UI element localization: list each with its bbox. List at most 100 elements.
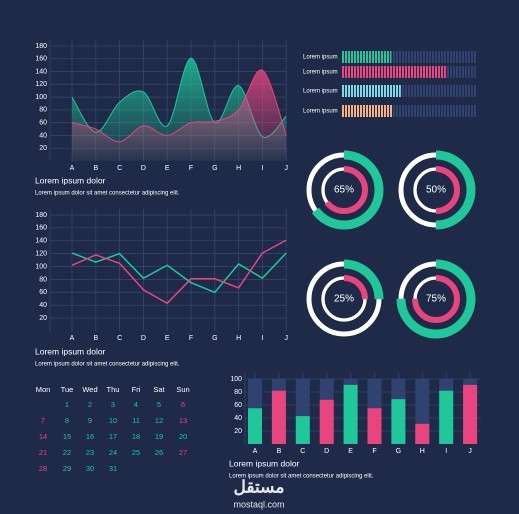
y-tick-label: 100 xyxy=(35,94,47,101)
calendar-date: 31 xyxy=(109,464,117,473)
calendar-date: 27 xyxy=(179,448,187,457)
calendar-date: 7 xyxy=(41,416,45,425)
bar-stripes xyxy=(341,85,477,97)
y-tick-label: 140 xyxy=(35,238,47,245)
calendar-date: 9 xyxy=(88,416,92,425)
chart-subtitle: Lorem ipsum dolor sit amet consectetur a… xyxy=(35,191,180,197)
calendar-date: 22 xyxy=(63,448,71,457)
x-tick-label: C xyxy=(300,448,305,455)
bar xyxy=(319,399,334,444)
x-tick-label: F xyxy=(189,165,193,172)
bar xyxy=(248,408,262,444)
x-tick-label: B xyxy=(93,165,98,172)
calendar-day: Fri xyxy=(132,385,141,394)
y-tick-label: 180 xyxy=(35,212,47,219)
bar-label: Lorem ipsum xyxy=(303,55,338,61)
y-tick-label: 160 xyxy=(35,225,47,232)
donut-label: 65% xyxy=(334,185,354,196)
y-tick-label: 60 xyxy=(234,402,242,409)
y-tick-label: 120 xyxy=(35,251,47,258)
calendar-date: 4 xyxy=(134,400,138,409)
donut-inner xyxy=(320,166,368,214)
y-tick-label: 80 xyxy=(39,107,47,114)
x-tick-label: H xyxy=(420,448,425,455)
donut-outer xyxy=(304,150,384,230)
bar-stripes xyxy=(341,66,477,78)
bar-label: Lorem ipsum xyxy=(303,70,338,76)
calendar-date: 11 xyxy=(132,416,140,425)
y-tick-label: 40 xyxy=(234,415,242,422)
chart-title: Lorem ipsum dolor xyxy=(229,458,300,468)
donut-inner xyxy=(412,166,460,214)
calendar-day: Wed xyxy=(82,385,97,394)
area-line xyxy=(71,69,287,143)
chart-title: Lorem ipsum dolor xyxy=(35,346,106,356)
bar xyxy=(391,399,406,444)
donut-inner xyxy=(320,275,368,323)
bar-label: Lorem ipsum xyxy=(303,89,338,95)
y-tick-label: 100 xyxy=(230,376,242,383)
x-tick-label: E xyxy=(165,335,170,342)
calendar-date: 2 xyxy=(88,400,92,409)
y-tick-label: 20 xyxy=(39,315,47,322)
calendar-date: 18 xyxy=(132,432,140,441)
calendar-day: Thu xyxy=(107,385,120,394)
y-tick-label: 40 xyxy=(39,302,47,309)
calendar-date: 10 xyxy=(109,416,117,425)
calendar-date: 28 xyxy=(39,464,47,473)
donut-label: 75% xyxy=(426,294,446,305)
bar xyxy=(415,423,430,444)
x-tick-label: H xyxy=(236,335,241,342)
x-tick-label: A xyxy=(70,165,75,172)
watermark-url: mostaql.com xyxy=(233,499,284,509)
calendar-date: 13 xyxy=(179,416,187,425)
calendar-date: 30 xyxy=(86,464,94,473)
x-tick-label: E xyxy=(348,448,353,455)
line xyxy=(71,239,287,305)
calendar-date: 12 xyxy=(155,416,163,425)
x-tick-label: I xyxy=(445,448,447,455)
y-tick-label: 60 xyxy=(39,120,47,127)
calendar-date: 5 xyxy=(157,400,161,409)
y-tick-label: 160 xyxy=(35,56,47,63)
bar xyxy=(463,384,478,444)
y-tick-label: 80 xyxy=(39,276,47,283)
donut-outer xyxy=(396,150,476,230)
x-tick-label: B xyxy=(93,335,98,342)
y-tick-label: 80 xyxy=(234,389,242,396)
donut-outer xyxy=(304,259,384,339)
x-tick-label: F xyxy=(372,448,376,455)
calendar-date: 29 xyxy=(63,464,71,473)
y-tick-label: 40 xyxy=(39,132,47,139)
calendar-date: 21 xyxy=(39,448,47,457)
x-tick-label: C xyxy=(117,165,122,172)
x-tick-label: F xyxy=(189,335,193,342)
calendar-day: Mon xyxy=(36,385,51,394)
x-tick-label: G xyxy=(396,448,401,455)
calendar-date: 15 xyxy=(63,432,71,441)
calendar-date: 23 xyxy=(86,448,94,457)
area xyxy=(72,69,287,161)
calendar-date: 1 xyxy=(65,400,69,409)
donut-label: 50% xyxy=(426,185,446,196)
x-tick-label: H xyxy=(236,165,241,172)
y-tick-label: 140 xyxy=(35,68,47,75)
calendar-day: Tue xyxy=(61,385,74,394)
y-tick-label: 20 xyxy=(234,428,242,435)
y-tick-label: 20 xyxy=(39,145,47,152)
bar xyxy=(295,416,310,444)
x-tick-label: E xyxy=(165,165,170,172)
calendar-date: 3 xyxy=(111,400,115,409)
calendar-day: Sat xyxy=(153,385,165,394)
bar-stripes xyxy=(341,51,477,63)
y-tick-label: 120 xyxy=(35,81,47,88)
x-tick-label: J xyxy=(284,165,288,172)
chart-subtitle: Lorem ipsum dolor sit amet consectetur a… xyxy=(35,362,180,368)
y-tick-label: 60 xyxy=(39,289,47,296)
x-tick-label: G xyxy=(212,165,217,172)
bar xyxy=(367,408,382,444)
x-tick-label: I xyxy=(261,165,263,172)
x-tick-label: J xyxy=(284,335,288,342)
y-tick-label: 180 xyxy=(35,43,47,50)
